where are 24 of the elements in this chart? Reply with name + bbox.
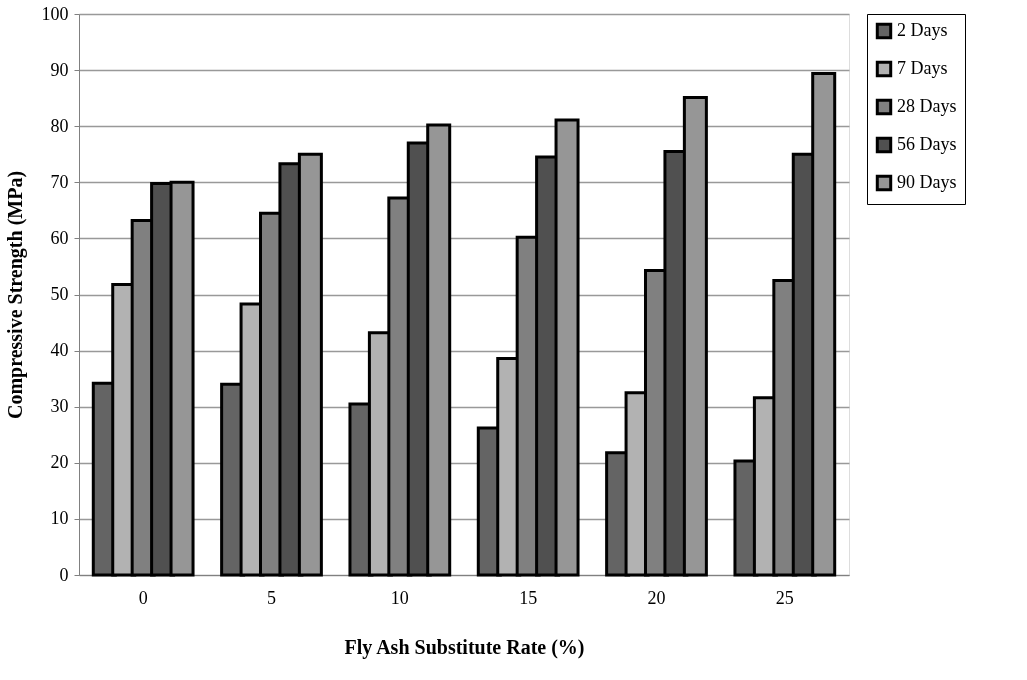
- x-tick-label: 5: [267, 587, 276, 608]
- legend-label: 2 Days: [897, 20, 948, 40]
- x-tick-label: 15: [519, 587, 538, 608]
- y-tick-label: 30: [50, 396, 69, 417]
- legend-label: 90 Days: [897, 172, 957, 192]
- y-tick-label: 0: [59, 564, 69, 585]
- legend-label: 56 Days: [897, 134, 957, 154]
- y-tick-label: 40: [50, 340, 69, 361]
- legend-label: 28 Days: [897, 96, 957, 116]
- y-tick-label: 50: [50, 284, 69, 304]
- y-axis-title: Compressive Strength (MPa): [3, 170, 27, 420]
- x-tick-label: 20: [647, 587, 666, 608]
- y-tick-label: 90: [50, 59, 69, 80]
- x-axis-title: Fly Ash Substitute Rate (%): [344, 635, 585, 659]
- y-tick-label: 10: [50, 508, 69, 529]
- y-tick-label: 70: [50, 171, 69, 192]
- y-tick-label: 60: [50, 227, 69, 248]
- legend-label: 7 Days: [897, 58, 948, 78]
- x-tick-label: 0: [138, 587, 148, 608]
- x-tick-label: 10: [390, 587, 409, 608]
- y-tick-label: 100: [41, 3, 69, 24]
- x-tick-label: 25: [775, 587, 794, 608]
- y-tick-label: 20: [50, 452, 69, 473]
- y-tick-label: 80: [50, 115, 69, 136]
